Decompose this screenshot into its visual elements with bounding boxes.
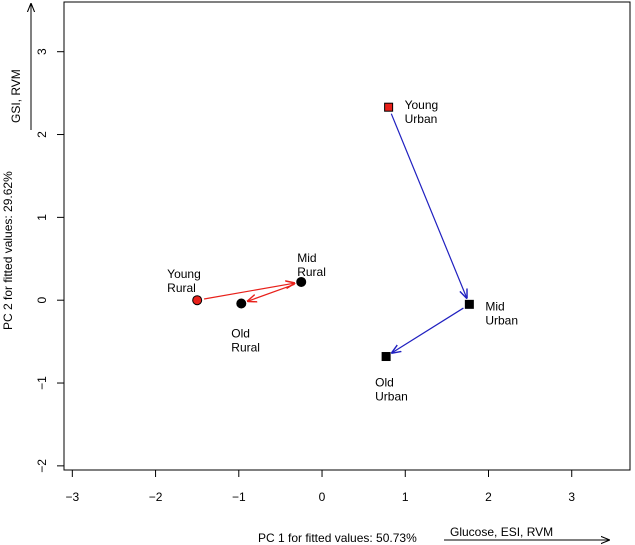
y-tick-label: 0 (35, 297, 49, 304)
x-tick-label: −1 (232, 490, 246, 504)
x-tick-label: 3 (568, 490, 575, 504)
point-label: Old Urban (375, 376, 408, 404)
y-axis: −2 −1 0 1 2 3 (35, 48, 64, 473)
data-point (464, 299, 474, 309)
x-tick-label: −2 (149, 490, 163, 504)
y-tick-label: 2 (35, 131, 49, 138)
x-axis-title: PC 1 for fitted values: 50.73% (258, 531, 417, 545)
point-label: Young Urban (405, 98, 439, 126)
data-point (384, 102, 394, 112)
point-label: Old Rural (231, 327, 260, 355)
y-axis-title: PC 2 for fitted values: 29.62% (1, 171, 15, 330)
y-tick-label: 1 (35, 214, 49, 221)
y-tick-label: −1 (35, 376, 49, 390)
data-point (381, 352, 391, 362)
point-label: Mid Rural (297, 251, 326, 279)
data-point (192, 295, 203, 306)
x-tick-label: −3 (65, 490, 79, 504)
x-variable-arrow-label: Glucose, ESI, RVM (450, 525, 553, 539)
y-tick-label: −2 (35, 459, 49, 473)
x-axis: −3 −2 −1 0 1 2 3 (65, 470, 575, 504)
point-label: Mid Urban (485, 299, 518, 327)
plot-area-frame (63, 1, 631, 471)
trajectory-arrow (392, 307, 464, 353)
trajectory-arrow (248, 283, 295, 301)
point-labels: Young Rural Mid Rural Old Rural Young Urban Mid U… (167, 98, 518, 403)
x-tick-label: 2 (485, 490, 492, 504)
data-point (296, 276, 307, 287)
trajectory-arrows (203, 113, 467, 353)
y-tick-label: 3 (35, 48, 49, 55)
y-variable-arrow-label: GSI, RVM (9, 69, 23, 123)
data-point (236, 298, 247, 309)
data-points (192, 102, 474, 362)
x-tick-label: 1 (402, 490, 409, 504)
trajectory-arrow (203, 283, 294, 300)
point-label: Young Rural (167, 267, 201, 295)
trajectory-arrow (390, 113, 466, 298)
x-tick-label: 0 (319, 490, 326, 504)
